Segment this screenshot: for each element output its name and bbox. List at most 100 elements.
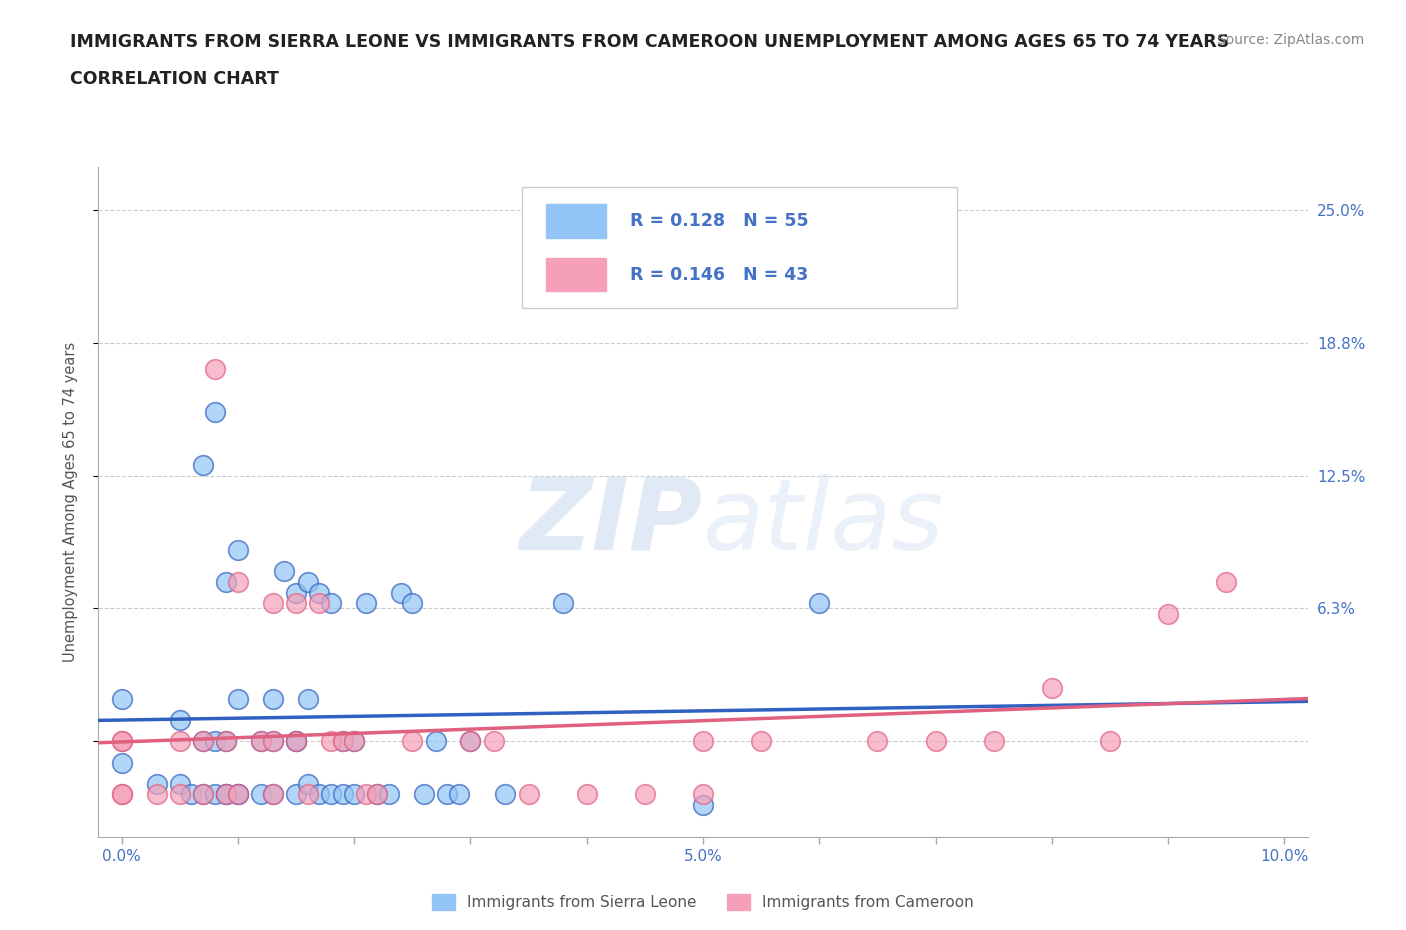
Point <box>262 787 284 802</box>
Point <box>262 734 284 749</box>
Point <box>215 787 238 802</box>
Point <box>215 734 238 749</box>
Point <box>226 787 249 802</box>
Point <box>319 734 342 749</box>
Point <box>297 691 319 706</box>
Point <box>191 734 214 749</box>
Point <box>389 585 412 600</box>
Point <box>354 787 377 802</box>
Point <box>447 787 470 802</box>
Point <box>692 798 714 813</box>
Point <box>634 787 657 802</box>
Text: CORRELATION CHART: CORRELATION CHART <box>70 70 280 87</box>
Point <box>145 777 167 791</box>
Point <box>1157 606 1180 621</box>
Point <box>354 596 377 611</box>
Point <box>460 734 482 749</box>
Point <box>425 734 447 749</box>
Point <box>204 405 226 419</box>
Point <box>517 787 540 802</box>
Point <box>866 734 889 749</box>
Point <box>226 575 249 590</box>
Point <box>285 787 308 802</box>
Point <box>273 564 295 578</box>
Point <box>319 596 342 611</box>
Point <box>285 596 308 611</box>
Point <box>285 734 308 749</box>
Point <box>808 596 831 611</box>
Point <box>285 734 308 749</box>
Bar <box>546 205 606 238</box>
Point <box>191 787 214 802</box>
Point <box>191 787 214 802</box>
Point <box>169 734 191 749</box>
Point <box>145 787 167 802</box>
Point <box>111 787 134 802</box>
Point <box>1098 734 1121 749</box>
Point <box>924 734 946 749</box>
Point <box>250 734 273 749</box>
Point <box>111 734 134 749</box>
Point <box>749 734 772 749</box>
Point <box>285 734 308 749</box>
Text: Source: ZipAtlas.com: Source: ZipAtlas.com <box>1216 33 1364 46</box>
Point <box>111 755 134 770</box>
Point <box>215 575 238 590</box>
Point <box>308 585 330 600</box>
Point <box>1215 575 1237 590</box>
Point <box>169 712 191 727</box>
Point <box>332 734 354 749</box>
Point <box>575 787 598 802</box>
Text: atlas: atlas <box>703 473 945 571</box>
Point <box>250 734 273 749</box>
Point <box>319 787 342 802</box>
Point <box>226 787 249 802</box>
Point <box>215 787 238 802</box>
Point <box>297 575 319 590</box>
Point <box>460 734 482 749</box>
Point <box>1040 681 1063 696</box>
Point <box>413 787 436 802</box>
Point <box>297 787 319 802</box>
Point <box>308 787 330 802</box>
Text: ZIP: ZIP <box>520 473 703 571</box>
Point <box>226 691 249 706</box>
Point <box>226 787 249 802</box>
Point <box>366 787 388 802</box>
Point <box>262 734 284 749</box>
Point <box>692 787 714 802</box>
Point <box>204 787 226 802</box>
Point <box>285 585 308 600</box>
Point <box>215 734 238 749</box>
Point <box>262 691 284 706</box>
Y-axis label: Unemployment Among Ages 65 to 74 years: Unemployment Among Ages 65 to 74 years <box>63 342 77 662</box>
Point <box>983 734 1005 749</box>
Text: IMMIGRANTS FROM SIERRA LEONE VS IMMIGRANTS FROM CAMEROON UNEMPLOYMENT AMONG AGES: IMMIGRANTS FROM SIERRA LEONE VS IMMIGRAN… <box>70 33 1230 50</box>
Point <box>308 596 330 611</box>
Point <box>180 787 202 802</box>
Point <box>436 787 458 802</box>
Point <box>191 458 214 472</box>
Point <box>111 787 134 802</box>
Point <box>343 734 366 749</box>
Point <box>226 542 249 557</box>
Point <box>250 787 273 802</box>
Point <box>262 596 284 611</box>
Point <box>262 787 284 802</box>
Point <box>297 777 319 791</box>
Bar <box>546 258 606 291</box>
Point <box>692 734 714 749</box>
Text: R = 0.146   N = 43: R = 0.146 N = 43 <box>630 266 808 284</box>
Point <box>215 787 238 802</box>
Legend: Immigrants from Sierra Leone, Immigrants from Cameroon: Immigrants from Sierra Leone, Immigrants… <box>426 888 980 916</box>
Point <box>191 734 214 749</box>
Point <box>343 787 366 802</box>
Point <box>169 777 191 791</box>
Point <box>332 787 354 802</box>
Point <box>332 734 354 749</box>
Point <box>401 734 423 749</box>
Point <box>553 596 575 611</box>
Point <box>343 734 366 749</box>
Point <box>169 787 191 802</box>
Point <box>366 787 388 802</box>
